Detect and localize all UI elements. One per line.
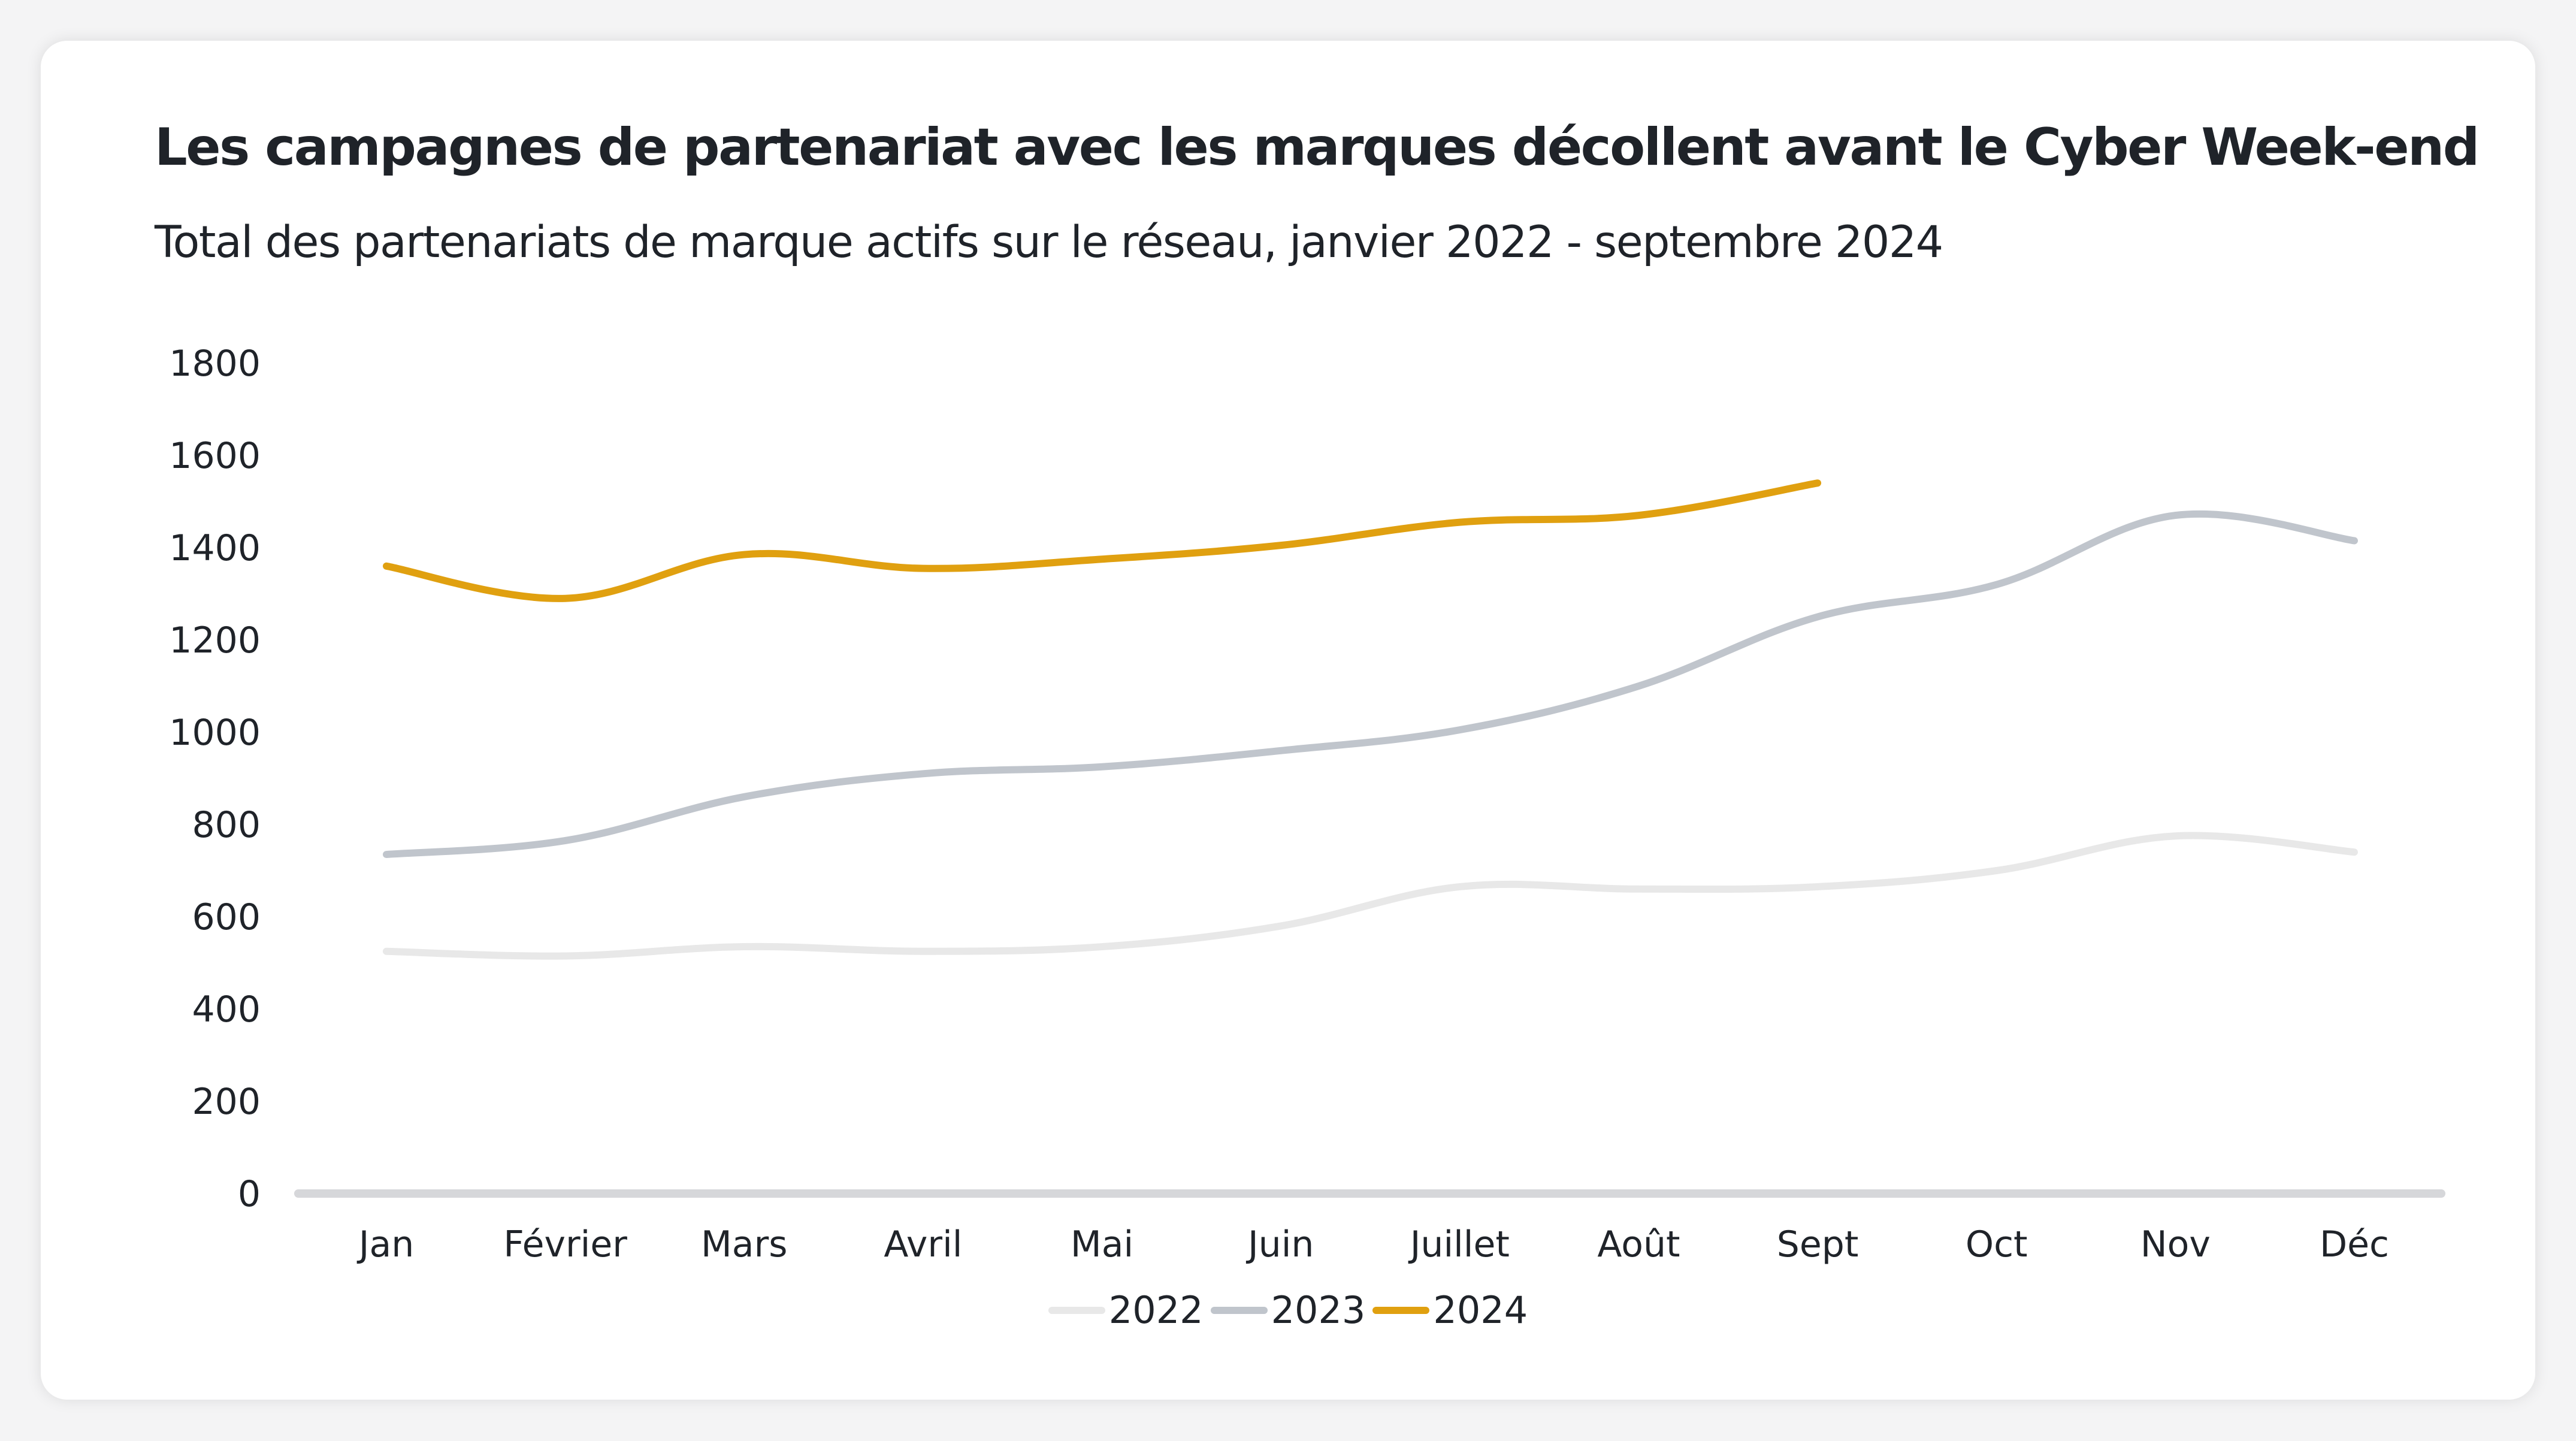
y-tick-label: 200 [192, 1081, 261, 1123]
x-tick-label: Oct [1966, 1224, 2028, 1265]
y-tick-label: 800 [192, 804, 261, 846]
legend-item-2022: 2022 [1048, 1288, 1204, 1332]
legend-label: 2023 [1271, 1288, 1366, 1332]
x-tick-label: Mai [1071, 1224, 1133, 1265]
x-tick-label: Nov [2140, 1224, 2211, 1265]
x-tick-label: Février [503, 1224, 627, 1265]
legend-item-2023: 2023 [1210, 1288, 1366, 1332]
y-tick-label: 1800 [169, 343, 261, 385]
chart-legend: 2022 2023 2024 [0, 1288, 2576, 1332]
series-line-2024 [383, 479, 1822, 602]
series-lines [383, 479, 2358, 960]
chart-subtitle: Total des partenariats de marque actifs … [155, 217, 1943, 268]
y-tick-label: 1000 [169, 712, 261, 754]
chart-card [41, 41, 2535, 1400]
x-tick-label: Sept [1777, 1224, 1859, 1265]
legend-swatch [1210, 1306, 1268, 1314]
x-tick-label: Déc [2320, 1224, 2389, 1265]
y-tick-label: 600 [192, 896, 261, 938]
y-tick-label: 0 [238, 1173, 261, 1215]
x-tick-label: Juin [1245, 1224, 1314, 1265]
y-tick-label: 1200 [169, 620, 261, 661]
legend-swatch [1048, 1306, 1105, 1314]
legend-swatch [1372, 1306, 1430, 1314]
y-tick-label: 400 [192, 989, 261, 1031]
x-tick-label: Avril [884, 1224, 962, 1265]
y-tick-label: 1400 [169, 527, 261, 569]
x-tick-label: Jan [356, 1224, 415, 1265]
series-line-2022 [383, 832, 2358, 960]
x-axis-ticks: Jan Février Mars Avril Mai Juin Juillet Août Sep… [356, 1224, 2389, 1265]
y-tick-label: 1600 [169, 435, 261, 477]
series-line-2023 [383, 510, 2358, 859]
legend-label: 2024 [1433, 1288, 1528, 1332]
legend-item-2024: 2024 [1372, 1288, 1528, 1332]
chart-title: Les campagnes de partenariat avec les ma… [155, 117, 2480, 177]
x-tick-label: Août [1597, 1224, 1680, 1265]
legend-label: 2022 [1108, 1288, 1204, 1332]
x-tick-label: Mars [701, 1224, 787, 1265]
y-axis-ticks: 0 200 400 600 800 1000 1200 1400 1600 1800 [169, 343, 261, 1215]
x-tick-label: Juillet [1408, 1224, 1510, 1265]
